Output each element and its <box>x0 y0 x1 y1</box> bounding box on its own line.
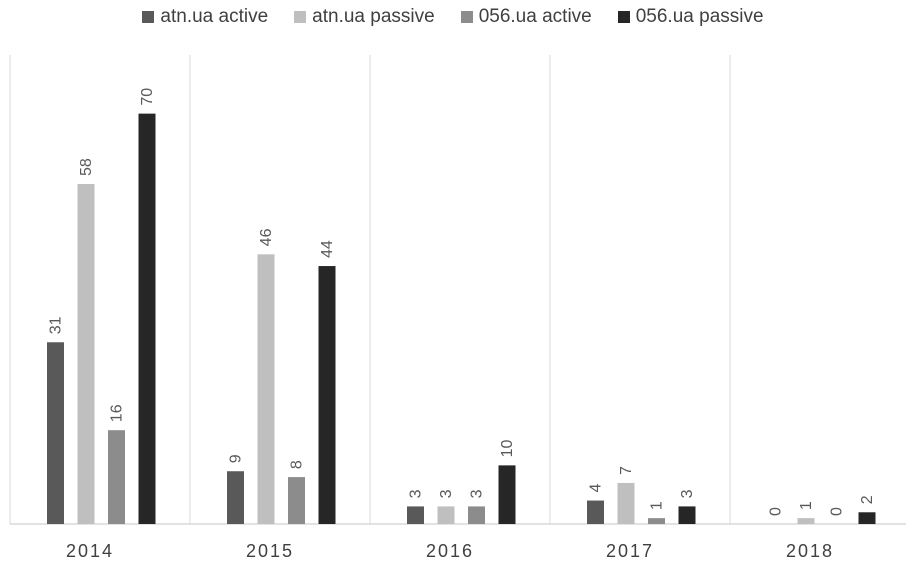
x-tick-label: 2017 <box>606 541 654 561</box>
bar <box>587 500 604 524</box>
x-tick-label: 2016 <box>426 541 474 561</box>
legend-swatch <box>617 11 630 23</box>
data-label: 7 <box>618 466 635 475</box>
bar <box>288 477 305 524</box>
bar <box>47 342 64 524</box>
bar <box>227 471 244 524</box>
data-label: 9 <box>228 454 245 463</box>
data-label: 0 <box>768 507 785 516</box>
x-tick-label: 2015 <box>246 541 294 561</box>
data-label: 8 <box>289 460 306 469</box>
bar <box>318 266 336 524</box>
data-label: 46 <box>258 228 275 246</box>
data-label: 3 <box>438 489 455 498</box>
data-label: 1 <box>798 501 815 510</box>
bar <box>468 506 485 524</box>
data-label: 16 <box>109 404 126 422</box>
legend-swatch <box>294 11 307 23</box>
legend-swatch <box>460 11 473 23</box>
data-label: 58 <box>78 158 95 176</box>
legend-item: 056.ua passive <box>617 6 764 28</box>
bar <box>108 430 125 524</box>
data-label: 44 <box>319 240 336 258</box>
bar <box>407 506 424 524</box>
x-tick-label: 2014 <box>66 541 114 561</box>
bar <box>77 183 95 524</box>
bar <box>437 506 455 524</box>
data-label: 70 <box>139 88 156 106</box>
data-label: 3 <box>679 489 696 498</box>
bar <box>498 465 516 524</box>
legend-swatch <box>142 11 155 23</box>
data-label: 1 <box>649 501 666 510</box>
bar <box>858 512 876 524</box>
x-tick-label: 2018 <box>786 541 834 561</box>
data-label: 31 <box>48 316 65 334</box>
data-label: 3 <box>408 489 425 498</box>
legend-label: 056.ua active <box>478 6 592 27</box>
legend-label: 056.ua passive <box>635 6 764 27</box>
legend-item: atn.ua passive <box>294 6 435 28</box>
legend: atn.ua active atn.ua passive 056.ua active… <box>0 6 906 28</box>
bar <box>797 518 815 524</box>
legend-label: atn.ua active <box>160 6 269 27</box>
data-label: 3 <box>469 489 486 498</box>
bar <box>138 113 156 524</box>
data-label: 4 <box>588 484 605 493</box>
bar <box>648 518 665 524</box>
legend-item: atn.ua active <box>142 6 268 28</box>
legend-label: atn.ua passive <box>312 6 435 27</box>
bar <box>257 254 275 524</box>
data-label: 0 <box>829 507 846 516</box>
legend-item: 056.ua active <box>460 6 592 28</box>
data-label: 2 <box>859 495 876 504</box>
data-label: 10 <box>499 439 516 457</box>
bar <box>678 506 696 524</box>
bar <box>617 482 635 524</box>
